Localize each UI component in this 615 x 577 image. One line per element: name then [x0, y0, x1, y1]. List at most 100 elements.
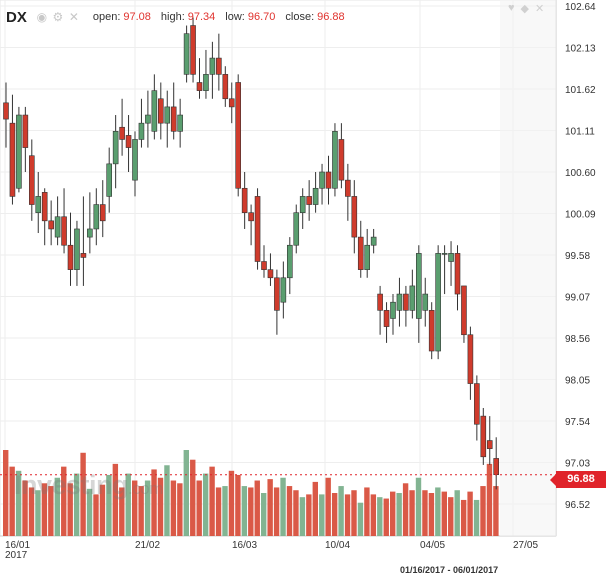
volume-bar	[151, 469, 157, 536]
candle-body	[345, 179, 351, 197]
close-icon[interactable]: ✕	[68, 10, 79, 24]
candle-body	[209, 57, 216, 75]
candle-body	[493, 458, 500, 476]
y-tick-label: 102.13	[565, 44, 596, 55]
volume-bar	[448, 497, 454, 536]
future-region	[500, 0, 556, 536]
x-tick-label: 16/03	[232, 540, 257, 551]
candle-body	[435, 253, 441, 352]
candle-body	[196, 82, 203, 91]
chart-grid	[0, 0, 557, 537]
candle-body	[216, 57, 222, 75]
candle-body	[9, 122, 16, 197]
volume-bar	[48, 486, 54, 536]
candle-body	[67, 244, 74, 270]
volume-bar	[351, 490, 357, 536]
volume-bar	[319, 494, 325, 536]
candle-body	[22, 114, 29, 148]
candle-body	[74, 228, 80, 270]
y-tick-label: 97.54	[565, 417, 590, 428]
volume-bar	[86, 488, 93, 536]
open-value: 97.08	[123, 11, 151, 23]
volume-bar	[435, 487, 441, 536]
volume-bar	[177, 483, 183, 536]
candle-body	[241, 187, 248, 213]
y-tick-label: 101.11	[565, 127, 595, 138]
chart-toolbar: ♥ ◆ ✕	[508, 2, 544, 15]
candle-body	[54, 216, 61, 238]
volume-bar	[480, 486, 486, 536]
candle-body	[228, 98, 235, 108]
volume-bar	[370, 494, 377, 536]
volume-bar	[157, 477, 164, 536]
y-tick-label: 99.07	[565, 293, 590, 304]
x-tick-label: 04/05	[420, 540, 445, 551]
volume-bar	[73, 473, 80, 536]
volume-bar	[241, 486, 248, 536]
volume-bar	[306, 494, 312, 536]
candle-body	[319, 171, 325, 189]
volume-bar	[35, 490, 41, 536]
volume-bar	[286, 486, 293, 536]
volume-bar	[93, 494, 99, 536]
candle-body	[357, 236, 364, 270]
candle-body	[364, 244, 371, 270]
candle-body	[3, 102, 9, 120]
settings-icon[interactable]: ⚙	[52, 10, 64, 24]
y-tick-label: 98.05	[565, 376, 590, 387]
candle-body	[370, 236, 377, 246]
volume-bar	[202, 473, 209, 536]
volume-bar	[190, 459, 196, 536]
volume-bars	[3, 450, 499, 536]
candle-body	[274, 277, 280, 311]
volume-bar	[331, 493, 338, 536]
candle-body	[119, 126, 125, 140]
candle-body	[403, 293, 409, 311]
candle-body	[61, 216, 67, 246]
low-label: low:	[225, 11, 245, 23]
eye-icon[interactable]: ◉	[36, 10, 48, 24]
candle-body	[35, 196, 42, 213]
y-tick-label: 97.03	[565, 459, 590, 470]
volume-bar	[106, 474, 112, 536]
volume-bar	[422, 490, 428, 536]
candle-body	[41, 192, 48, 222]
candle-body	[383, 310, 390, 327]
favorite-icon[interactable]: ♥	[508, 2, 515, 14]
candle-body	[248, 212, 254, 222]
y-tick-label: 101.62	[565, 85, 596, 96]
volume-bar	[3, 450, 9, 536]
volume-bar	[441, 491, 447, 536]
candle-body	[312, 187, 319, 205]
candle-body	[190, 25, 196, 75]
volume-bar	[54, 477, 60, 536]
volume-bar	[209, 466, 215, 536]
volume-bar	[9, 466, 15, 536]
candle-body	[454, 253, 461, 295]
candle-body	[377, 293, 383, 311]
volume-bar	[80, 452, 86, 536]
price-axis: 102.64 102.13 101.62 101.11 100.60 100.09 99.5…	[565, 2, 596, 511]
volume-bar	[357, 502, 364, 536]
volume-bar	[119, 487, 125, 536]
bell-icon[interactable]: ◆	[520, 3, 529, 15]
candle-body	[203, 74, 209, 91]
candle-body	[299, 196, 306, 213]
candle-body	[280, 277, 287, 303]
open-label: open:	[92, 11, 121, 23]
volume-bar	[28, 487, 35, 536]
volume-bar	[383, 498, 389, 536]
investing-watermark: Investing.com	[14, 470, 163, 500]
candle-body	[151, 90, 158, 132]
x-tick-label: 21/02	[135, 540, 160, 551]
high-label: high:	[160, 11, 185, 23]
candle-body	[170, 106, 177, 132]
low-value: 96.70	[247, 11, 276, 23]
candle-body	[396, 293, 403, 311]
volume-bar	[454, 490, 460, 536]
candle-body	[125, 135, 132, 148]
candle-body	[351, 196, 358, 238]
close-icon[interactable]: ✕	[535, 3, 545, 15]
candle-body	[422, 293, 429, 311]
